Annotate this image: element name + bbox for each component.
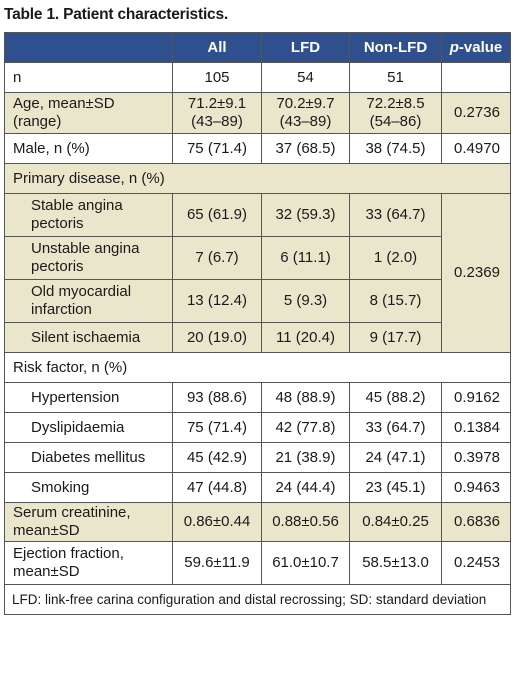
row-label: Old myocardial infarction [4, 279, 173, 323]
cell-all: 45 (42.9) [172, 442, 262, 473]
cell-all: 71.2±9.1 (43–89) [172, 92, 262, 134]
table-row: Diabetes mellitus 45 (42.9) 21 (38.9) 24… [4, 442, 511, 473]
cell-non-lfd: 9 (17.7) [349, 322, 442, 353]
row-label: Diabetes mellitus [4, 442, 173, 473]
table-row: Serum creatinine, mean±SD 0.86±0.44 0.88±… [4, 502, 511, 542]
cell-non-lfd: 38 (74.5) [349, 133, 442, 164]
cell-all: 59.6±11.9 [172, 541, 262, 585]
cell-lfd: 11 (20.4) [261, 322, 350, 353]
section-label: Primary disease, n (%) [4, 163, 511, 194]
row-label: Hypertension [4, 382, 173, 413]
row-label: Male, n (%) [4, 133, 173, 164]
cell-non-lfd: 33 (64.7) [349, 193, 442, 237]
cell-all: 75 (71.4) [172, 412, 262, 443]
table-row: Old myocardial infarction 13 (12.4) 5 (9.… [4, 279, 511, 323]
cell-lfd: 21 (38.9) [261, 442, 350, 473]
cell-all: 105 [172, 62, 262, 93]
cell-lfd: 48 (88.9) [261, 382, 350, 413]
cell-lfd: 0.88±0.56 [261, 502, 350, 542]
cell-lfd: 24 (44.4) [261, 472, 350, 503]
cell-all: 13 (12.4) [172, 279, 262, 323]
header-lfd: LFD [261, 32, 350, 63]
table-row: Unstable angina pectoris 7 (6.7) 6 (11.1)… [4, 236, 511, 280]
cell-non-lfd: 24 (47.1) [349, 442, 442, 473]
table-row: Dyslipidaemia 75 (71.4) 42 (77.8) 33 (64… [4, 412, 511, 443]
cell-all: 47 (44.8) [172, 472, 262, 503]
cell-non-lfd: 1 (2.0) [349, 236, 442, 280]
table-row: Male, n (%) 75 (71.4) 37 (68.5) 38 (74.5… [4, 133, 511, 164]
cell-p: 0.1384 [441, 412, 511, 443]
cell-lfd: 54 [261, 62, 350, 93]
cell-all: 20 (19.0) [172, 322, 262, 353]
row-label: Serum creatinine, mean±SD [4, 502, 173, 542]
table-row: Ejection fraction, mean±SD 59.6±11.9 61.0… [4, 541, 511, 585]
cell-lfd: 70.2±9.7 (43–89) [261, 92, 350, 134]
row-label: n [4, 62, 173, 93]
cell-non-lfd: 58.5±13.0 [349, 541, 442, 585]
cell-p: 0.2453 [441, 541, 511, 585]
cell-lfd: 32 (59.3) [261, 193, 350, 237]
header-blank [4, 32, 173, 63]
header-non-lfd: Non-LFD [349, 32, 442, 63]
cell-lfd: 6 (11.1) [261, 236, 350, 280]
row-label: Unstable angina pectoris [4, 236, 173, 280]
section-label: Risk factor, n (%) [4, 352, 511, 383]
table-row: Hypertension 93 (88.6) 48 (88.9) 45 (88.… [4, 382, 511, 413]
table-footnote: LFD: link-free carina configuration and … [4, 584, 511, 615]
row-label: Smoking [4, 472, 173, 503]
table-row: Age, mean±SD (range) 71.2±9.1 (43–89) 70.2… [4, 92, 511, 134]
cell-lfd: 5 (9.3) [261, 279, 350, 323]
cell-non-lfd: 72.2±8.5 (54–86) [349, 92, 442, 134]
table-caption: Table 1. Patient characteristics. [4, 6, 228, 23]
cell-p: 0.9162 [441, 382, 511, 413]
header-p-value: p-value [441, 32, 511, 63]
patient-characteristics-table: All LFD Non-LFD p-value n 105 54 51 Age,… [4, 32, 511, 615]
cell-non-lfd: 23 (45.1) [349, 472, 442, 503]
table-row: Smoking 47 (44.8) 24 (44.4) 23 (45.1) 0.… [4, 472, 511, 503]
row-label: Ejection fraction, mean±SD [4, 541, 173, 585]
table-row: Silent ischaemia 20 (19.0) 11 (20.4) 9 (… [4, 322, 511, 353]
cell-all: 0.86±0.44 [172, 502, 262, 542]
cell-p: 0.2736 [441, 92, 511, 134]
table-row: Stable angina pectoris 65 (61.9) 32 (59.3… [4, 193, 511, 353]
cell-lfd: 42 (77.8) [261, 412, 350, 443]
cell-p: 0.3978 [441, 442, 511, 473]
header-all: All [172, 32, 262, 63]
cell-non-lfd: 0.84±0.25 [349, 502, 442, 542]
cell-all: 7 (6.7) [172, 236, 262, 280]
cell-p: 0.6836 [441, 502, 511, 542]
cell-p: 0.4970 [441, 133, 511, 164]
cell-non-lfd: 45 (88.2) [349, 382, 442, 413]
cell-non-lfd: 33 (64.7) [349, 412, 442, 443]
row-label: Dyslipidaemia [4, 412, 173, 443]
table-row: Primary disease, n (%) [4, 163, 511, 194]
row-label: Silent ischaemia [4, 322, 173, 353]
cell-lfd: 61.0±10.7 [261, 541, 350, 585]
row-label: Age, mean±SD (range) [4, 92, 173, 134]
table-row: Risk factor, n (%) [4, 352, 511, 383]
table-row: n 105 54 51 [4, 62, 511, 93]
cell-all: 65 (61.9) [172, 193, 262, 237]
cell-non-lfd: 8 (15.7) [349, 279, 442, 323]
cell-all: 93 (88.6) [172, 382, 262, 413]
cell-p [441, 62, 511, 93]
row-label: Stable angina pectoris [4, 193, 173, 237]
cell-lfd: 37 (68.5) [261, 133, 350, 164]
cell-all: 75 (71.4) [172, 133, 262, 164]
cell-p: 0.9463 [441, 472, 511, 503]
cell-non-lfd: 51 [349, 62, 442, 93]
cell-p: 0.2369 [441, 193, 511, 353]
